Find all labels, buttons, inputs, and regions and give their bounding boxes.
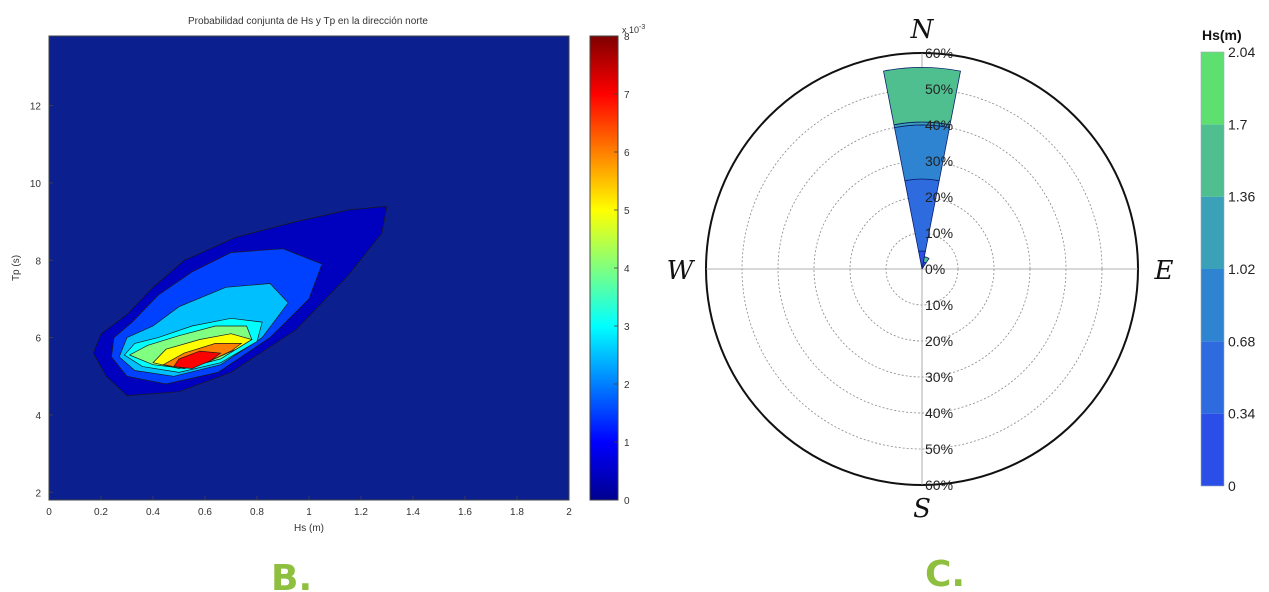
x-tick-label: 0 [46, 507, 52, 518]
x-tick-label: 1.6 [458, 507, 472, 518]
rose-legend-tick-label: 1.7 [1228, 116, 1248, 132]
colorbar-exponent: -3 [639, 24, 645, 31]
rose-direction-s: S [913, 494, 931, 524]
rose-legend-swatch [1201, 124, 1224, 197]
colorbar-tick-label: 5 [624, 206, 630, 217]
rose-legend-tick-label: 0 [1228, 478, 1236, 494]
x-tick-label: 2 [566, 507, 572, 518]
x-tick-label: 0.4 [146, 507, 160, 518]
colorbar-tick-label: 4 [624, 264, 630, 275]
rose-radial-label-south: 40% [925, 405, 953, 421]
colorbar-tick-label: 3 [624, 322, 630, 333]
heatmap-colorbar-ticks: 0 1 2 3 4 5 6 7 8 [614, 32, 630, 507]
heatmap-colorbar [589, 35, 619, 501]
rose-legend-tick-label: 2.04 [1228, 44, 1255, 60]
rose-legend-swatch [1201, 341, 1224, 414]
contour-region-8 [173, 350, 222, 369]
rose-radial-label-south: 30% [925, 369, 953, 385]
colorbar-tick-label: 0 [624, 496, 630, 507]
y-tick-label: 12 [30, 102, 42, 113]
rose-legend-swatch [1201, 413, 1224, 486]
rose-radial-label-north: 0% [925, 261, 945, 277]
rose-direction-n: N [910, 15, 935, 45]
y-tick-label: 8 [35, 256, 41, 267]
heatmap-chart: Probabilidad conjunta de Hs y Tp en la d… [11, 16, 645, 534]
x-tick-label: 1.4 [406, 507, 420, 518]
rose-direction-w: W [667, 256, 696, 286]
heatmap-x-axis-label: Hs (m) [294, 523, 324, 534]
heatmap-x-ticks: 0 0.2 0.4 0.6 0.8 1 1.2 1.4 1.6 1.8 2 [46, 496, 572, 518]
rose-petal-segment-2-2 [922, 256, 930, 264]
rose-legend-tick-label: 0.34 [1228, 406, 1255, 422]
rose-radial-label-north: 40% [925, 117, 953, 133]
rose-legend-tick-label: 0.68 [1228, 333, 1255, 349]
colorbar-tick-label: 6 [624, 148, 630, 159]
colorbar-tick-label: 7 [624, 90, 630, 101]
rose-legend-tick-label: 1.36 [1228, 189, 1255, 205]
rose-legend-title: Hs(m) [1202, 27, 1242, 43]
rose-chart: 0% 10% 10% 20% 20% 30% 30% 40% 40% 50% 50% 60% 60% N… [667, 15, 1256, 524]
rose-legend-frame [1200, 51, 1225, 487]
x-tick-label: 1.2 [354, 507, 368, 518]
colorbar-multiplier: x 10-3 [622, 24, 645, 35]
y-tick-label: 4 [35, 411, 41, 422]
rose-radial-label-north: 20% [925, 189, 953, 205]
rose-legend-swatch [1201, 52, 1224, 125]
rose-radial-label-north: 10% [925, 225, 953, 241]
rose-direction-e: E [1154, 256, 1174, 286]
x-tick-label: 0.8 [250, 507, 264, 518]
rose-radial-label-south: 10% [925, 297, 953, 313]
y-tick-label: 10 [30, 179, 42, 190]
heatmap-contours [92, 205, 388, 396]
rose-legend: 0 0.34 0.68 1.02 1.36 1.7 2.04 [1200, 44, 1255, 494]
rose-radial-label-north: 30% [925, 153, 953, 169]
rose-legend-swatch [1201, 196, 1224, 269]
rose-radial-label-south: 50% [925, 441, 953, 457]
heatmap-y-ticks: 2 4 6 8 10 12 [30, 102, 53, 499]
x-tick-label: 1.8 [510, 507, 524, 518]
x-tick-label: 1 [306, 507, 312, 518]
x-tick-label: 0.6 [198, 507, 212, 518]
heatmap-title: Probabilidad conjunta de Hs y Tp en la d… [188, 16, 428, 27]
panel-label-b: B. [271, 558, 312, 592]
heatmap-y-axis-label: Tp (s) [11, 255, 22, 281]
colorbar-tick-label: 8 [624, 32, 630, 43]
colorbar-tick-label: 2 [624, 380, 630, 391]
rose-radial-label-south: 20% [925, 333, 953, 349]
y-tick-label: 6 [35, 334, 41, 345]
rose-petals [883, 67, 961, 270]
rose-radial-label-north: 60% [925, 45, 953, 61]
rose-legend-tick-label: 1.02 [1228, 261, 1255, 277]
y-tick-label: 2 [35, 488, 41, 499]
rose-radial-labels: 0% 10% 10% 20% 20% 30% 30% 40% 40% 50% 50% 60% 60% [925, 45, 953, 493]
rose-legend-swatch [1201, 269, 1224, 342]
x-tick-label: 0.2 [94, 507, 108, 518]
panel-label-c: C. [925, 554, 965, 592]
rose-petal-segment-1-5 [883, 67, 961, 126]
colorbar-tick-label: 1 [624, 438, 630, 449]
rose-radial-label-north: 50% [925, 81, 953, 97]
rose-radial-label-south: 60% [925, 477, 953, 493]
